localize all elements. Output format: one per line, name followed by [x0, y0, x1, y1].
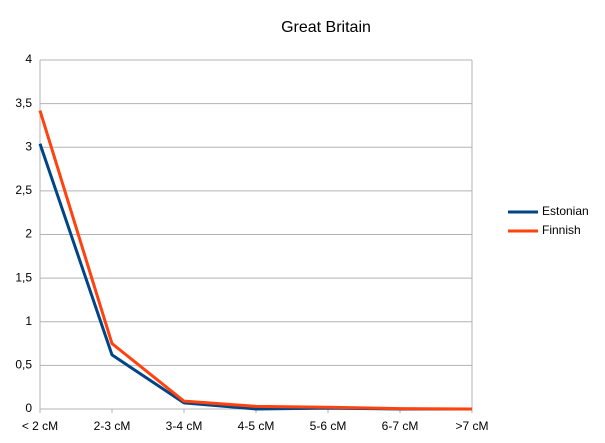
y-tick-label: 4	[25, 52, 32, 66]
x-tick-label: 3-4 cM	[166, 419, 203, 433]
x-tick-label: >7 cM	[455, 419, 488, 433]
series-line	[38, 110, 473, 411]
y-tick-label: 3,5	[15, 96, 32, 110]
y-tick-label: 2	[25, 227, 32, 241]
y-tick-label: 1,5	[15, 270, 32, 284]
y-tick-label: 2,5	[15, 183, 32, 197]
x-tick-label: 5-6 cM	[310, 419, 347, 433]
y-tick-label: 0	[25, 401, 32, 415]
x-tick-label: 6-7 cM	[382, 419, 419, 433]
x-tick-label: 2-3 cM	[94, 419, 131, 433]
y-tick-label: 1	[25, 314, 32, 328]
legend-label: Estonian	[542, 204, 589, 218]
x-tick-label: 4-5 cM	[238, 419, 275, 433]
chart-title: Great Britain	[281, 19, 371, 36]
x-tick-label: < 2 cM	[22, 419, 58, 433]
y-tick-label: 0,5	[15, 358, 32, 372]
y-tick-label: 3	[25, 139, 32, 153]
legend-label: Finnish	[542, 223, 581, 237]
